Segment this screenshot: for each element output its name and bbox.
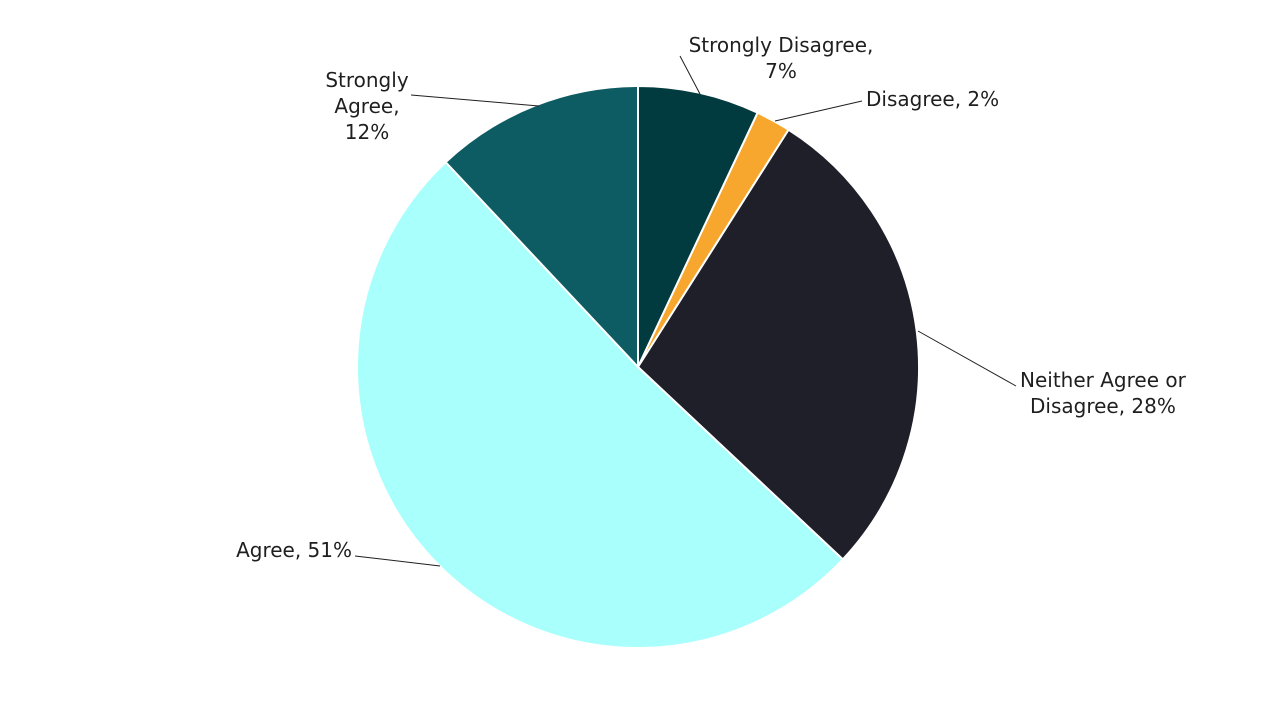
data-label-strongly-disagree: Strongly Disagree, bbox=[689, 33, 874, 57]
pie-slice-neither-agree-or-disagree bbox=[636, 128, 920, 561]
data-label-strongly-agree: Agree, bbox=[334, 94, 399, 118]
leader-line-agree bbox=[354, 555, 441, 567]
data-label-strongly-agree: Strongly bbox=[325, 68, 408, 92]
leader-line-neither-agree-or-disagree bbox=[917, 330, 1017, 387]
data-label-strongly-disagree: 7% bbox=[765, 59, 797, 83]
data-label-agree: Agree, 51% bbox=[236, 538, 352, 562]
data-label-strongly-agree: 12% bbox=[345, 120, 389, 144]
leader-line-strongly-disagree bbox=[679, 55, 701, 95]
data-label-neither-agree-or-disagree: Neither Agree or bbox=[1020, 368, 1187, 392]
data-label-neither-agree-or-disagree: Disagree, 28% bbox=[1030, 394, 1176, 418]
data-label-disagree: Disagree, 2% bbox=[866, 87, 999, 111]
leader-line-disagree bbox=[774, 100, 863, 122]
leader-line-strongly-agree bbox=[410, 94, 540, 107]
